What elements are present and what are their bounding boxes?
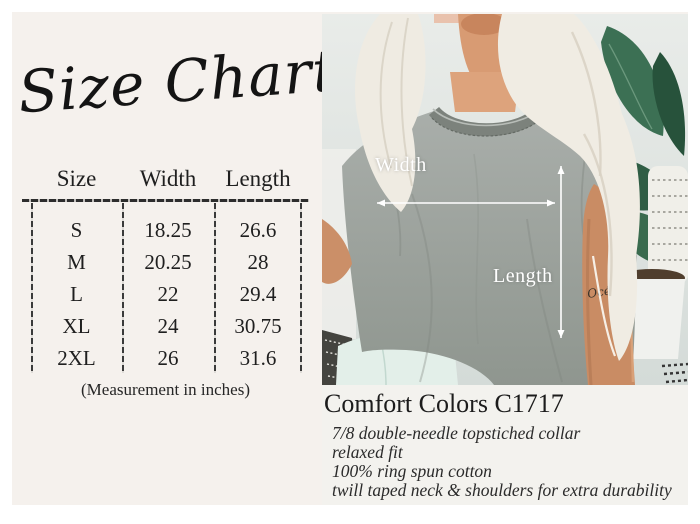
cell-width: 20.25 — [144, 250, 192, 274]
hair — [355, 14, 640, 361]
table-row: 2XL 26 31.6 — [31, 342, 302, 374]
cell-length: 28 — [247, 250, 269, 274]
cell-length: 30.75 — [234, 314, 282, 338]
product-info-block: Comfort Colors C1717 7/8 double-needle t… — [322, 385, 688, 505]
striped-textile — [661, 362, 688, 384]
cell-length: 29.4 — [239, 282, 277, 306]
cell-length: 26.6 — [239, 218, 277, 242]
cell-length: 31.6 — [239, 346, 277, 370]
cell-size: L — [70, 282, 83, 306]
knit-basket — [648, 166, 688, 284]
column-header-width: Width — [139, 166, 197, 191]
cell-width: 24 — [157, 314, 179, 338]
feature-line: 100% ring spun cotton — [332, 461, 492, 481]
cell-size: 2XL — [57, 346, 96, 370]
table-border-left — [31, 203, 33, 373]
column-header-size: Size — [56, 166, 97, 191]
length-arrow-label: Length — [493, 265, 553, 287]
neck-skin — [434, 14, 540, 112]
table-row: M 20.25 28 — [31, 246, 302, 278]
feature-line: 7/8 double-needle topstiched collar — [332, 423, 581, 443]
cell-size: M — [67, 250, 86, 274]
size-table-header: Size Width Length — [31, 166, 302, 192]
width-arrow-label: Width — [375, 154, 427, 176]
cell-width: 26 — [157, 346, 179, 370]
tshirt — [342, 111, 637, 385]
measurement-arrows — [377, 166, 565, 338]
product-name: Comfort Colors C1717 — [324, 389, 564, 418]
table-divider-2 — [214, 203, 216, 373]
feature-line: twill taped neck & shoulders for extra d… — [332, 480, 672, 500]
table-border-right — [300, 203, 302, 373]
cell-width: 18.25 — [144, 218, 192, 242]
left-arm-skin — [322, 219, 352, 284]
column-header-length: Length — [225, 166, 291, 191]
cell-width: 22 — [157, 282, 179, 306]
table-row: XL 24 30.75 — [31, 310, 302, 342]
cell-size: S — [70, 218, 83, 242]
photo-illustration: Océan — [322, 14, 688, 385]
product-features: 7/8 double-needle topstiched collar rela… — [332, 424, 688, 500]
cell-size: XL — [62, 314, 91, 338]
feature-line: relaxed fit — [332, 442, 403, 462]
size-table-body: S 18.25 26.6 M 20.25 28 L 22 29.4 XL 24 … — [31, 202, 302, 374]
measurement-units-note: (Measurement in inches) — [81, 380, 250, 399]
model-photo: Océan Width Length — [322, 14, 688, 385]
table-row: L 22 29.4 — [31, 278, 302, 310]
table-row: S 18.25 26.6 — [31, 214, 302, 246]
table-header-rule — [22, 199, 309, 202]
table-divider-1 — [122, 203, 124, 373]
